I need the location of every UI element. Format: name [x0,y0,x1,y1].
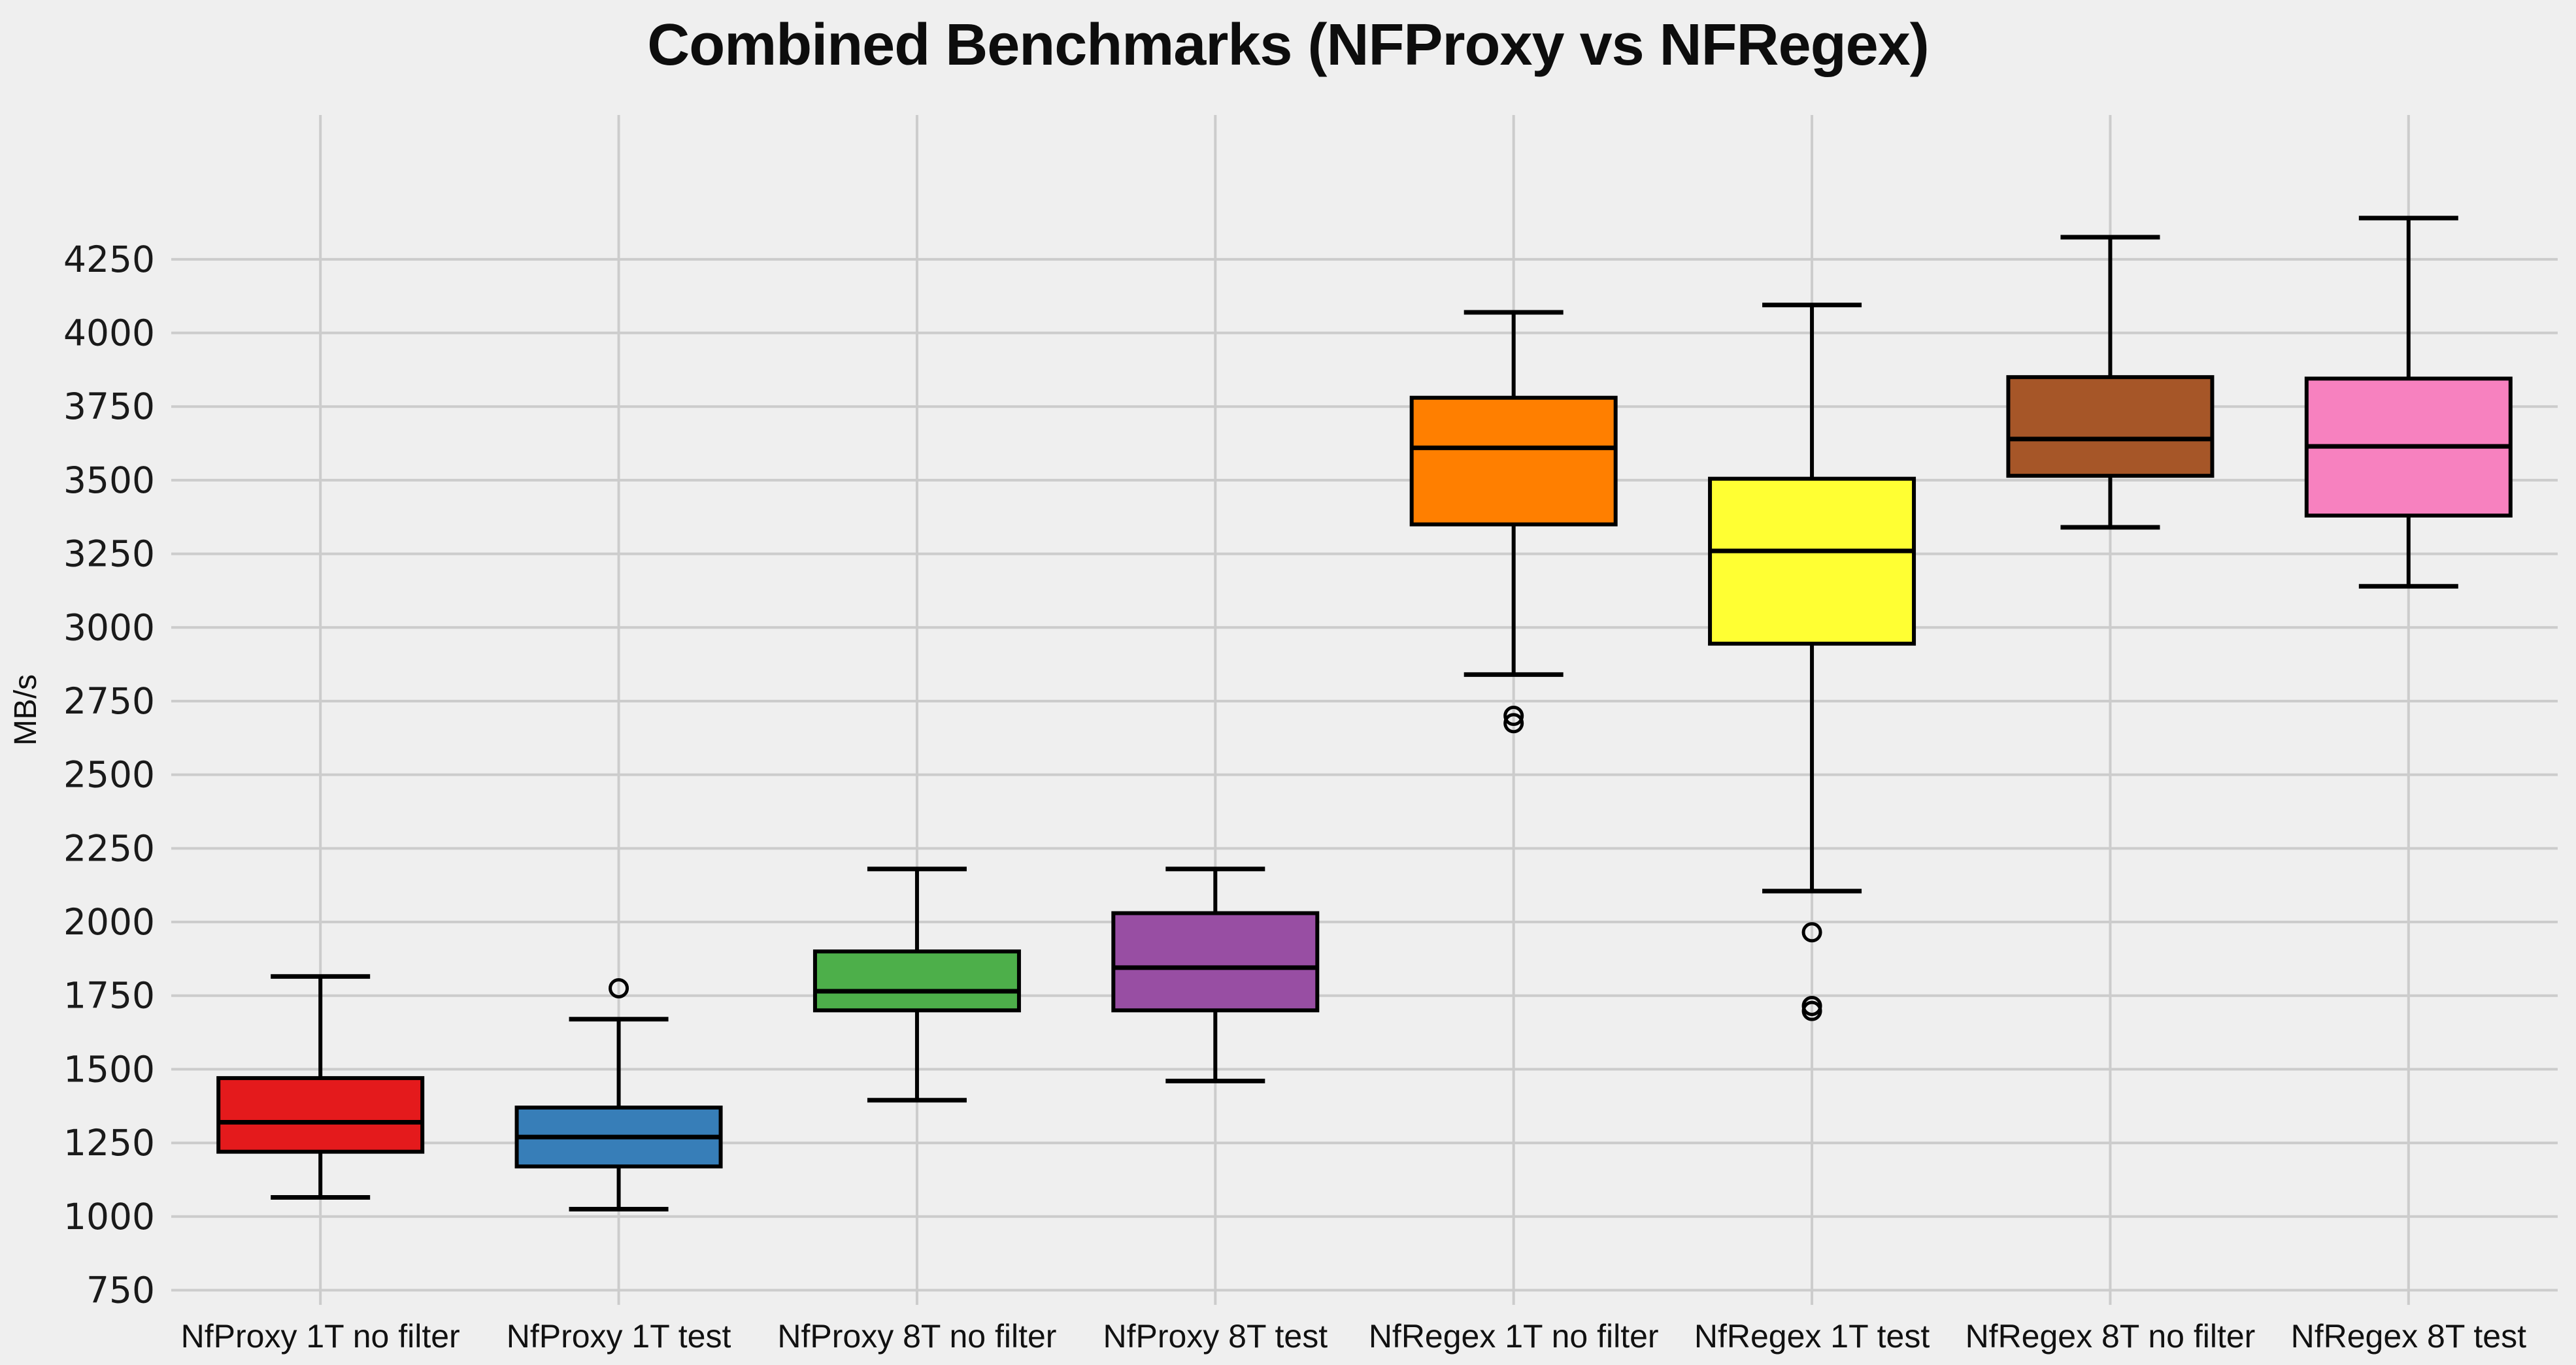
box-nfproxy-1t-no-filter [216,974,425,1200]
outlier-point [609,978,629,998]
chart-title: Combined Benchmarks (NFProxy vs NFRegex) [647,12,1930,78]
y-tick-label: 3750 [63,386,155,427]
box-nfproxy-8t-no-filter [812,866,1021,1103]
y-tick-label: 750 [86,1269,155,1311]
outlier-point [1801,922,1822,943]
iqr-box [1409,395,1618,527]
box-nfproxy-1t-test [514,978,723,1212]
x-tick-label: NfProxy 8T no filter [777,1318,1056,1355]
x-tick-label: NfRegex 8T test [2291,1318,2526,1355]
x-tick-label: NfProxy 1T test [507,1318,731,1355]
y-tick-label: 3500 [63,459,155,501]
x-tick-label: NfProxy 1T no filter [181,1318,460,1355]
x-tick-label: NfRegex 1T test [1694,1318,1930,1355]
box-nfproxy-8t-test [1111,866,1320,1083]
box-nfregex-8t-no-filter [2006,235,2215,530]
outlier-point [1503,713,1524,734]
outlier-point [1801,1000,1822,1021]
x-tick-label: NfRegex 1T no filter [1369,1318,1659,1355]
y-tick-label: 3000 [63,606,155,648]
y-tick-label: 2250 [63,827,155,869]
y-tick-label: 4250 [63,238,155,280]
box-nfregex-1t-test [1708,303,1916,1021]
y-tick-label: 1250 [63,1122,155,1164]
x-tick-label: NfProxy 8T test [1103,1318,1328,1355]
iqr-box [2006,375,2215,478]
y-tick-label: 4000 [63,312,155,354]
iqr-box [812,949,1021,1013]
box-nfregex-1t-no-filter [1409,310,1618,734]
y-axis-label: MB/s [8,674,43,746]
x-tick-label: NfRegex 8T no filter [1965,1318,2256,1355]
y-tick-label: 1500 [63,1048,155,1090]
iqr-box [1708,476,1916,646]
y-tick-label: 1750 [63,975,155,1017]
outlier-point [1503,706,1524,727]
y-tick-label: 2500 [63,754,155,796]
y-tick-label: 2750 [63,680,155,722]
y-tick-label: 3250 [63,533,155,575]
box-nfregex-8t-test [2304,216,2513,589]
iqr-box [216,1076,425,1154]
y-tick-label: 1000 [63,1196,155,1238]
iqr-box [1111,911,1320,1013]
y-tick-label: 2000 [63,901,155,943]
